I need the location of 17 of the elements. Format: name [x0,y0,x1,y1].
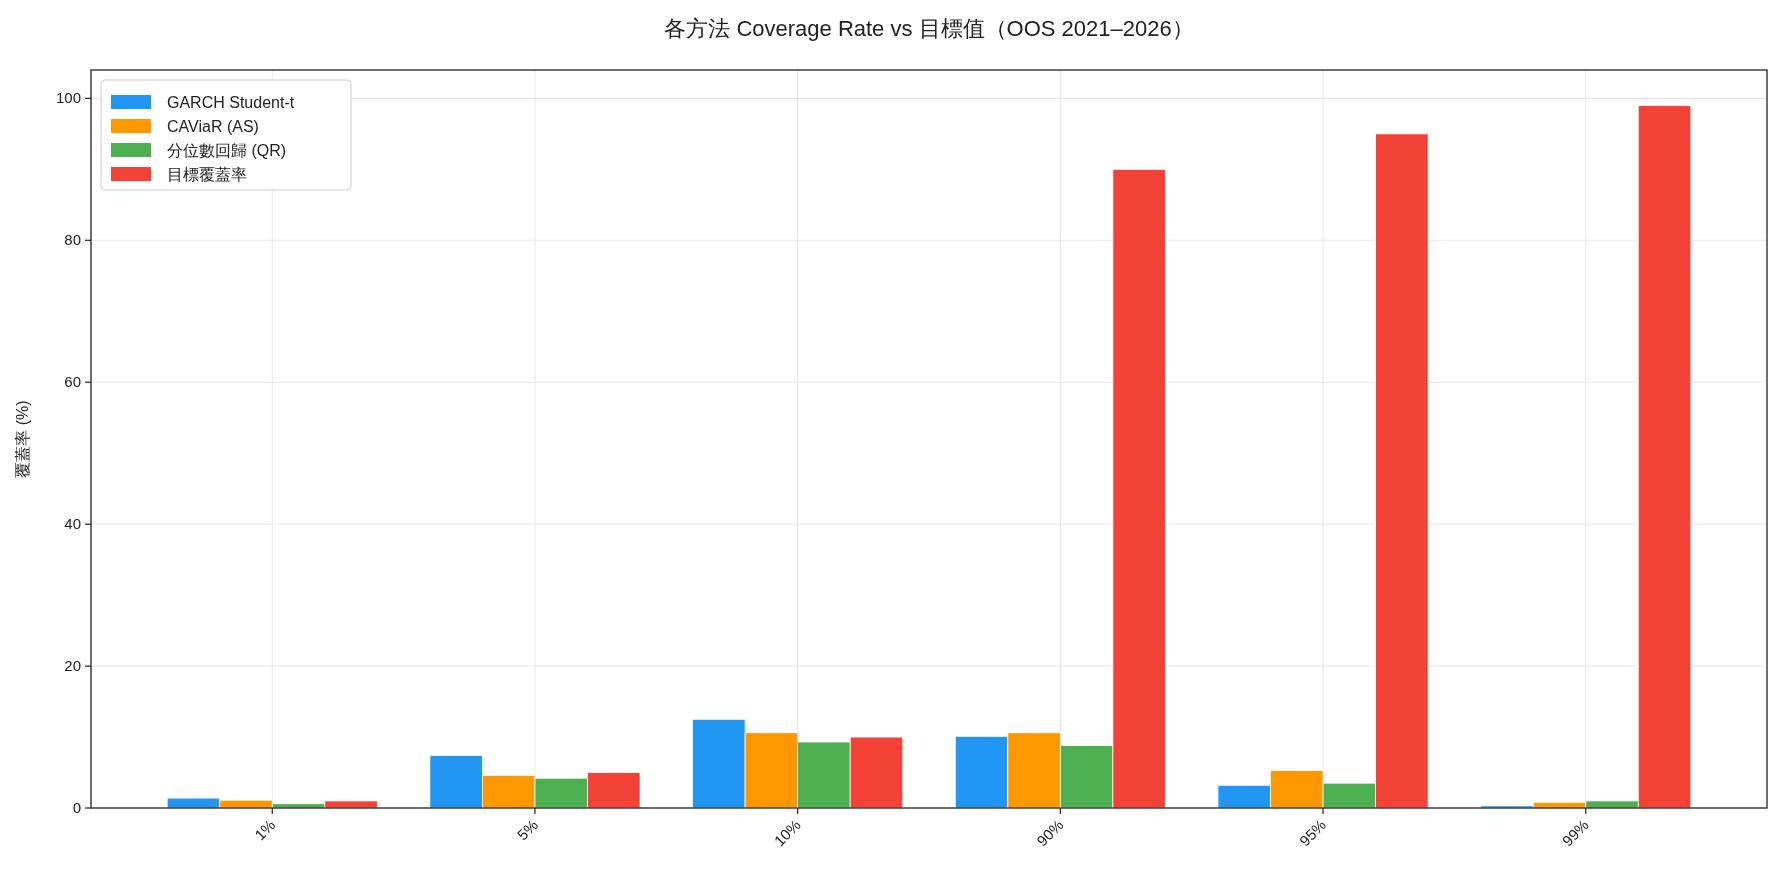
x-tick-label: 5% [513,816,542,844]
legend-label: GARCH Student-t [167,94,295,111]
y-tick-label: 20 [64,657,81,675]
legend-label: CAViaR (AS) [167,118,259,135]
y-tick-label: 40 [64,515,81,533]
legend-label: 目標覆蓋率 [167,166,247,183]
y-tick-label: 0 [72,799,81,816]
y-tick-label: 100 [55,89,81,107]
y-tick-label: 60 [64,373,81,391]
x-tick-label: 95% [1295,816,1330,850]
x-tick-label: 90% [1033,816,1067,850]
legend-label: 分位數回歸 (QR) [167,142,287,159]
x-tick-label: 1% [251,816,279,844]
y-axis-title: 覆蓋率 (%) [14,400,31,478]
x-tick-label: 99% [1558,816,1592,850]
y-tick-label: 80 [64,231,81,249]
chart-title: 各方法 Coverage Rate vs 目標值（OOS 2021–2026） [664,16,1194,41]
